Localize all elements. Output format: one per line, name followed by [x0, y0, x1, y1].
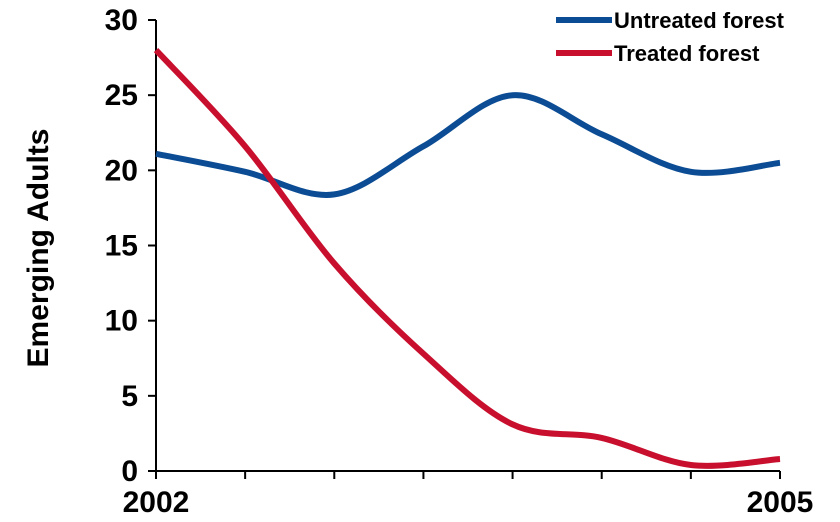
legend-label: Untreated forest [614, 8, 785, 33]
y-tick-label: 10 [105, 305, 138, 338]
y-tick-label: 30 [105, 4, 138, 37]
y-tick-label: 5 [121, 380, 138, 413]
y-axis-title: Emerging Adults [22, 129, 55, 368]
legend: Untreated forest Treated forest [556, 8, 785, 66]
x-tick-labels: 2002 2005 [123, 486, 814, 519]
series-line-untreated-forest [155, 92, 781, 198]
series-lines [153, 48, 781, 469]
y-axis-ticks: 0 5 10 15 20 25 30 [105, 4, 156, 488]
y-tick-label: 15 [105, 230, 138, 263]
x-tick-label-start: 2002 [123, 486, 190, 519]
y-tick-label: 0 [121, 455, 138, 488]
legend-label: Treated forest [614, 41, 760, 66]
x-axis-ticks [155, 471, 781, 479]
x-tick-label-end: 2005 [747, 486, 814, 519]
y-tick-label: 20 [105, 154, 138, 187]
series-line-treated-forest [153, 48, 781, 469]
y-tick-label: 25 [105, 79, 138, 112]
